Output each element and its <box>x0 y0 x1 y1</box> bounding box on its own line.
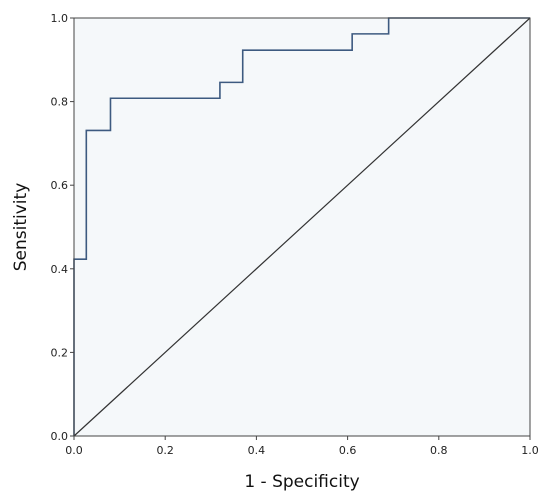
x-tick-label: 0.2 <box>156 444 174 457</box>
y-tick-label: 0.4 <box>51 263 69 276</box>
y-tick-label: 1.0 <box>51 12 69 25</box>
x-axis: 0.0 0.2 0.4 0.6 0.8 1.0 <box>65 436 539 457</box>
y-tick-label: 0.6 <box>51 179 69 192</box>
x-tick-label: 1.0 <box>521 444 539 457</box>
x-tick-label: 0.4 <box>248 444 266 457</box>
plot-frame <box>73 17 531 437</box>
reference-diagonal <box>73 17 531 437</box>
y-tick-label: 0.8 <box>51 96 69 109</box>
x-tick-label: 0.0 <box>65 444 83 457</box>
x-tick-label: 0.6 <box>339 444 357 457</box>
roc-curve <box>73 17 530 436</box>
x-tick-label: 0.8 <box>430 444 448 457</box>
x-axis-title: 1 - Specificity <box>244 472 359 492</box>
y-tick-label: 0.2 <box>51 346 69 359</box>
y-tick-label: 0.0 <box>51 430 69 443</box>
y-axis-title: Sensitivity <box>11 183 31 272</box>
y-axis: 0.0 0.2 0.4 0.6 0.8 1.0 <box>51 12 74 443</box>
